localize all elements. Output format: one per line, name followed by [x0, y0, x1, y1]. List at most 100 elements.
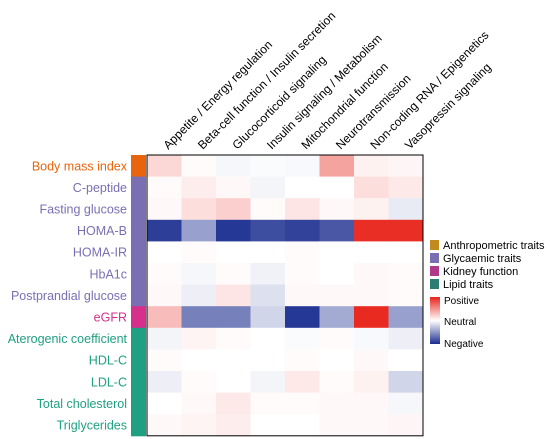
heatmap-cell — [250, 198, 286, 221]
row-labels: Body mass index C-peptide Fasting glucose H… — [8, 159, 128, 432]
group-bar-segment — [131, 327, 146, 350]
heatmap-cell — [319, 327, 355, 350]
heatmap-cell — [388, 327, 424, 350]
heatmap-cell — [388, 284, 424, 307]
heatmap-cell — [216, 219, 251, 242]
heatmap-cell — [388, 198, 424, 221]
heatmap-cell — [319, 155, 355, 177]
group-bar-segment — [131, 155, 146, 178]
heatmap-cell — [285, 263, 320, 285]
heatmap-cell — [181, 284, 217, 307]
heatmap-cell — [181, 219, 217, 242]
heatmap-cell — [354, 241, 389, 264]
heatmap-cell — [285, 176, 320, 199]
heatmap-cell — [181, 392, 217, 415]
group-bar-segment — [131, 263, 146, 286]
group-color-bars — [131, 155, 146, 437]
heatmap-cell — [250, 414, 286, 437]
legend-label: Kidney function — [443, 266, 518, 278]
heatmap-cell — [181, 414, 217, 437]
legend-swatch — [430, 253, 439, 263]
heatmap-cell — [354, 263, 389, 285]
heatmap-cell — [354, 155, 389, 177]
heatmap-cell — [319, 392, 355, 415]
heatmap-cell — [285, 306, 320, 329]
heatmap-cell — [147, 306, 182, 329]
colorbar-legend: Positive Neutral Negative — [430, 296, 484, 350]
heatmap-cell — [250, 306, 286, 329]
heatmap-cell — [285, 284, 320, 307]
heatmap-cell — [319, 219, 355, 242]
group-bar-segment — [131, 176, 146, 199]
heatmap-cell — [388, 219, 424, 242]
heatmap-cell — [319, 349, 355, 372]
group-bar-segment — [131, 349, 146, 372]
heatmap-cell — [147, 198, 182, 221]
colorbar-negative-label: Negative — [444, 339, 484, 350]
heatmap-cell — [216, 414, 251, 437]
heatmap-cells — [147, 155, 424, 437]
heatmap-cell — [285, 392, 320, 415]
group-bar-segment — [131, 392, 146, 415]
row-label: Aterogenic coefficient — [8, 332, 128, 346]
group-bar-segment — [131, 241, 146, 264]
heatmap-cell — [354, 371, 389, 393]
heatmap-cell — [250, 349, 286, 372]
heatmap-cell — [388, 176, 424, 199]
row-label: eGFR — [94, 311, 127, 325]
heatmap-cell — [388, 349, 424, 372]
legend-label: Lipid traits — [443, 279, 494, 291]
heatmap-cell — [319, 371, 355, 393]
group-bar-segment — [131, 284, 146, 307]
row-label: HOMA-B — [77, 224, 127, 238]
heatmap-cell — [147, 263, 182, 285]
group-bar-segment — [131, 414, 146, 437]
legend-swatch — [430, 279, 439, 289]
heatmap-cell — [285, 155, 320, 177]
heatmap-cell — [319, 176, 355, 199]
heatmap-cell — [285, 219, 320, 242]
legend-swatch — [430, 240, 439, 250]
colorbar-neutral-label: Neutral — [444, 317, 476, 328]
legend-swatch — [430, 266, 439, 276]
heatmap-cell — [181, 263, 217, 285]
heatmap-cell — [147, 284, 182, 307]
heatmap-cell — [216, 284, 251, 307]
heatmap-cell — [319, 263, 355, 285]
heatmap-cell — [388, 241, 424, 264]
heatmap-cell — [354, 219, 389, 242]
heatmap-cell — [216, 198, 251, 221]
heatmap-cell — [354, 198, 389, 221]
heatmap-cell — [250, 327, 286, 350]
heatmap-cell — [181, 176, 217, 199]
heatmap-cell — [181, 306, 217, 329]
row-label: C-peptide — [73, 181, 127, 195]
heatmap-cell — [181, 327, 217, 350]
heatmap-cell — [388, 263, 424, 285]
row-label: Triglycerides — [57, 419, 127, 433]
heatmap-cell — [147, 414, 182, 437]
heatmap-cell — [354, 414, 389, 437]
heatmap-cell — [216, 176, 251, 199]
group-bar-segment — [131, 371, 146, 394]
heatmap-cell — [147, 155, 182, 177]
heatmap-cell — [216, 241, 251, 264]
colorbar-gradient — [430, 297, 440, 344]
heatmap-cell — [285, 241, 320, 264]
heatmap-cell — [285, 349, 320, 372]
heatmap-cell — [147, 219, 182, 242]
heatmap-cell — [250, 155, 286, 177]
heatmap-cell — [388, 414, 424, 437]
heatmap-cell — [147, 241, 182, 264]
heatmap-cell — [388, 371, 424, 393]
heatmap-cell — [250, 284, 286, 307]
row-label: Postprandial glucose — [11, 289, 127, 303]
heatmap-cell — [285, 414, 320, 437]
row-label: Total cholesterol — [37, 397, 127, 411]
group-bar-segment — [131, 198, 146, 221]
heatmap-cell — [216, 306, 251, 329]
row-label: LDL-C — [91, 375, 127, 389]
heatmap-cell — [285, 371, 320, 393]
